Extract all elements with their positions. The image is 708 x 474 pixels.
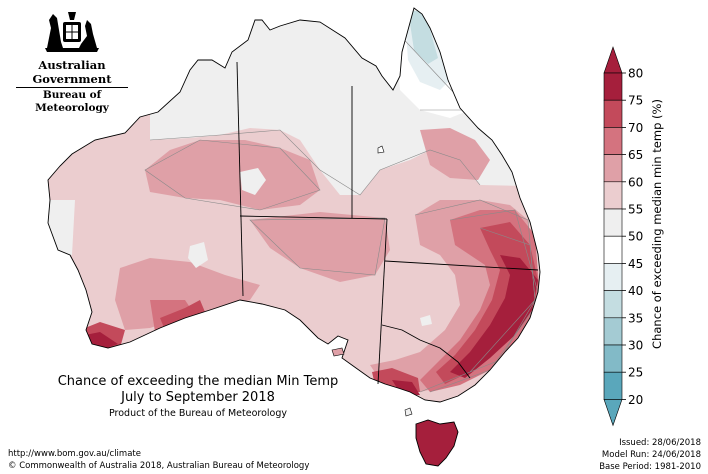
legend-tick-label: 20 [628,393,643,407]
legend-tick-label: 25 [628,366,643,380]
legend-band-20-25 [603,371,623,400]
legend-band-50-55 [603,208,623,237]
government-logo: Australian Government Bureau of Meteorol… [8,8,136,115]
legend-band-40-45 [603,263,623,291]
map-caption: Chance of exceeding the median Min Temp … [30,374,366,421]
agency-name: Bureau of Meteorology [35,89,109,114]
legend-band-25-30 [603,344,623,373]
legend-band-75-80 [603,72,623,101]
legend-tick-label: 45 [628,257,643,271]
legend-tick-label: 30 [628,339,643,353]
model-run-date: Model Run: 24/06/2018 [601,450,701,460]
legend-tick-label: 65 [628,148,643,162]
footer-url[interactable]: http://www.bom.gov.au/climate [8,449,141,459]
legend-band-60-65 [603,154,623,183]
legend-tick-label: 70 [628,121,643,135]
legend-band-65-70 [603,127,623,155]
organisation-name: Australian Government [32,58,112,86]
legend-arrow-bottom [603,399,623,427]
legend-tick-label: 40 [628,284,643,298]
map-period: July to September 2018 [121,390,275,405]
legend-title: Chance of exceeding median min temp (%) [650,99,664,349]
logo-divider [16,87,128,88]
legend-band-30-35 [603,317,623,346]
legend-tick-label: 60 [628,175,643,189]
coat-of-arms-icon [45,12,99,52]
footer-copyright: © Commonwealth of Australia 2018, Austra… [8,461,310,471]
map-credit: Product of the Bureau of Meteorology [108,408,288,419]
legend-tick-label: 50 [628,230,643,244]
legend-tick-label: 35 [628,311,643,325]
legend-tick-label: 75 [628,94,643,108]
legend-band-45-50 [603,235,623,264]
legend-band-55-60 [603,181,623,210]
map-title: Chance of exceeding the median Min Temp [57,374,339,389]
base-period: Base Period: 1981-2010 [599,462,701,472]
legend-band-70-75 [603,99,623,128]
legend-tick-label: 80 [628,67,643,81]
issued-date: Issued: 28/06/2018 [619,438,701,448]
legend-band-35-40 [603,290,623,319]
footer-left: http://www.bom.gov.au/climate © Commonwe… [8,448,309,472]
legend-tick-label: 55 [628,203,643,217]
footer-right: Issued: 28/06/2018 Model Run: 24/06/2018… [599,437,701,473]
legend-arrow-top [603,46,623,74]
